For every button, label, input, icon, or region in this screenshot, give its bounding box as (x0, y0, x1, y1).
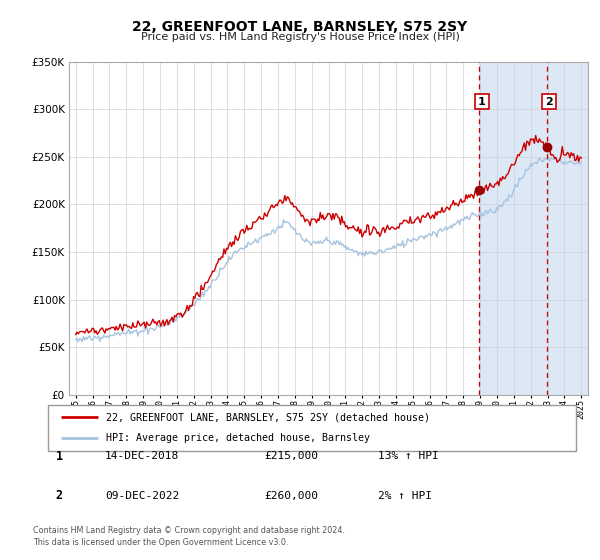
Text: 1: 1 (478, 96, 486, 106)
Text: 22, GREENFOOT LANE, BARNSLEY, S75 2SY: 22, GREENFOOT LANE, BARNSLEY, S75 2SY (133, 20, 467, 34)
Text: HPI: Average price, detached house, Barnsley: HPI: Average price, detached house, Barn… (106, 433, 370, 444)
Text: £215,000: £215,000 (264, 451, 318, 461)
Text: 1: 1 (56, 450, 63, 463)
Bar (479, 62, 596, 395)
Text: Contains HM Land Registry data © Crown copyright and database right 2024.: Contains HM Land Registry data © Crown c… (33, 526, 345, 535)
Text: 2% ↑ HPI: 2% ↑ HPI (378, 491, 432, 501)
Text: Price paid vs. HM Land Registry's House Price Index (HPI): Price paid vs. HM Land Registry's House … (140, 32, 460, 43)
Text: 14-DEC-2018: 14-DEC-2018 (105, 451, 179, 461)
Text: 13% ↑ HPI: 13% ↑ HPI (378, 451, 439, 461)
Text: 2: 2 (545, 96, 553, 106)
Text: This data is licensed under the Open Government Licence v3.0.: This data is licensed under the Open Gov… (33, 538, 289, 547)
Text: 22, GREENFOOT LANE, BARNSLEY, S75 2SY (detached house): 22, GREENFOOT LANE, BARNSLEY, S75 2SY (d… (106, 412, 430, 422)
Text: 2: 2 (56, 489, 63, 502)
Text: £260,000: £260,000 (264, 491, 318, 501)
FancyBboxPatch shape (48, 405, 576, 451)
Text: 09-DEC-2022: 09-DEC-2022 (105, 491, 179, 501)
